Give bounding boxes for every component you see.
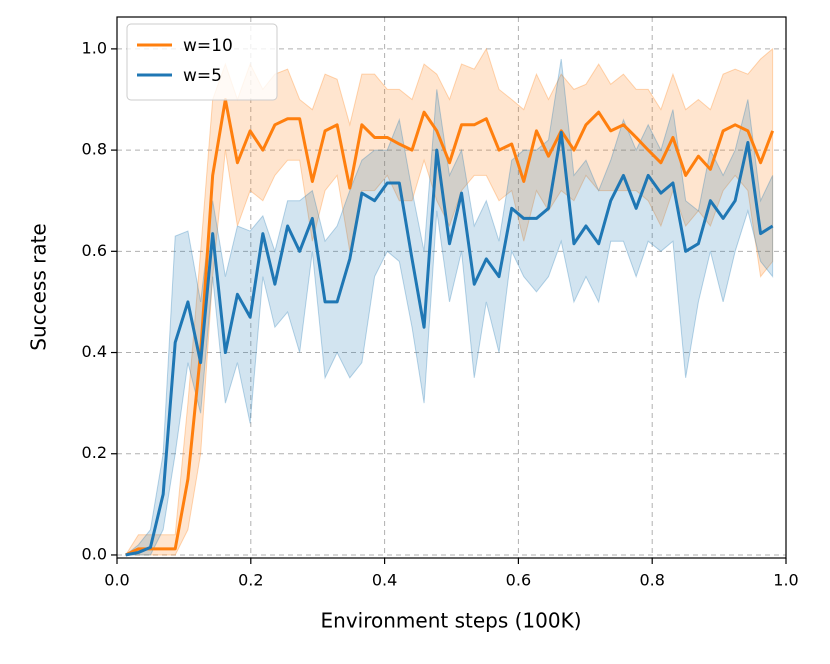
y-tick-label: 0.8 [82, 140, 107, 159]
y-tick-label: 0.0 [82, 544, 107, 563]
y-tick-label: 0.6 [82, 241, 107, 260]
plot-frame [116, 16, 787, 559]
y-axis-label: Success rate [27, 223, 51, 351]
legend-label: w=5 [183, 66, 222, 86]
x-tick-label: 0.6 [506, 571, 531, 590]
x-tick-label: 0.0 [104, 571, 129, 590]
legend: w=10 w=5 [126, 23, 278, 101]
x-tick-label: 0.4 [372, 571, 397, 590]
x-tick-label: 0.8 [639, 571, 664, 590]
x-tick-label: 1.0 [773, 571, 798, 590]
x-tick-label: 0.2 [238, 571, 263, 590]
y-tick-label: 1.0 [82, 38, 107, 57]
line [125, 97, 775, 557]
confidence-band [124, 47, 774, 556]
legend-label: w=10 [183, 36, 233, 56]
y-tick-label: 0.4 [82, 342, 107, 361]
legend-box [126, 23, 278, 101]
line [125, 130, 774, 557]
y-tick-label: 0.2 [82, 443, 107, 462]
x-axis-label: Environment steps (100K) [321, 609, 582, 633]
